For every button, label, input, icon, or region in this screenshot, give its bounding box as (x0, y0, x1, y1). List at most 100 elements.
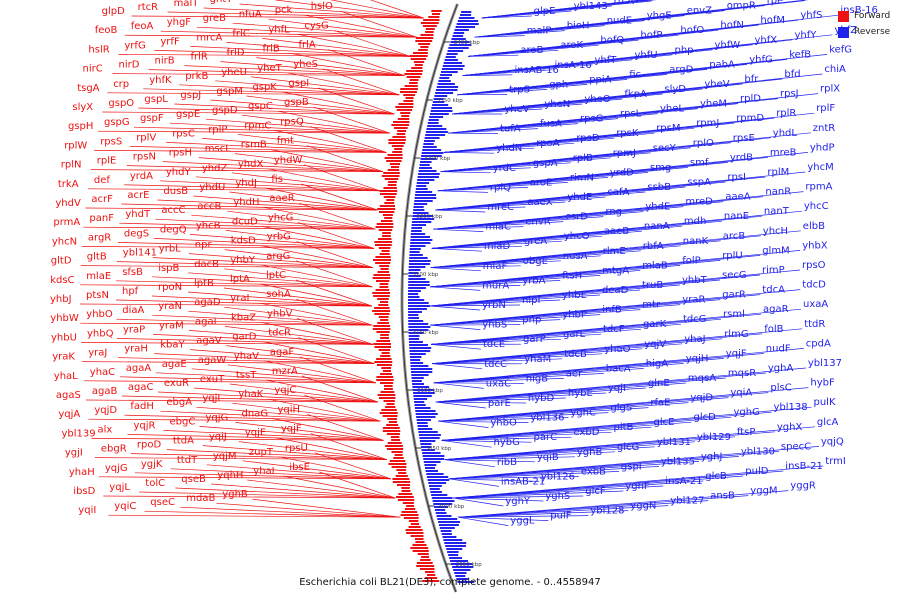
forward-gene-label: rpsU (285, 443, 308, 454)
reverse-gene-line (448, 478, 539, 482)
forward-gene-line (148, 69, 405, 76)
reverse-feature-block (450, 560, 468, 562)
forward-gene-line (304, 14, 417, 38)
reverse-gene-label: mreB (770, 147, 797, 158)
forward-feature-block (422, 580, 440, 582)
forward-gene-label: agaB (92, 386, 118, 397)
forward-feature-block (397, 499, 415, 501)
forward-gene-label: yqjI (202, 393, 220, 404)
reverse-gene-line (429, 299, 561, 307)
forward-feature-block (393, 457, 404, 459)
reverse-feature-block (408, 314, 419, 316)
reverse-gene-label: rplF (816, 103, 835, 114)
forward-gene-line (296, 241, 373, 268)
forward-gene-line (116, 280, 373, 288)
forward-gene-label: fadH (130, 401, 154, 412)
forward-feature-block (423, 19, 440, 21)
forward-gene-line (134, 472, 391, 480)
reverse-feature-block (431, 107, 452, 109)
forward-gene-line (103, 495, 396, 499)
reverse-gene-label: ybl129 (697, 432, 731, 443)
reverse-gene-line (430, 230, 801, 268)
forward-feature-block (376, 379, 394, 381)
reverse-gene-label: insAB-21 (501, 476, 545, 487)
reverse-gene-label: elbB (803, 221, 825, 232)
forward-gene-line (133, 126, 391, 134)
reverse-gene-label: rplX (820, 84, 840, 95)
reverse-gene-line (441, 440, 492, 448)
reverse-gene-label: yhcH (763, 226, 788, 237)
forward-gene-label: gspM (216, 86, 243, 97)
forward-feature-block (410, 535, 424, 537)
forward-feature-block (402, 502, 414, 504)
reverse-gene-label: ybl130 (741, 446, 775, 457)
forward-feature-block (392, 136, 406, 138)
forward-gene-label: pck (275, 5, 293, 16)
reverse-gene-label: yghJ (701, 451, 723, 462)
reverse-gene-line (429, 305, 481, 311)
reverse-feature-block (451, 38, 466, 40)
reverse-feature-block (441, 68, 463, 70)
reverse-gene-line (448, 471, 619, 480)
reverse-feature-block (429, 485, 442, 487)
reverse-gene-line (440, 167, 531, 172)
reverse-feature-block (425, 470, 438, 472)
forward-gene-line (203, 7, 424, 19)
reverse-gene-line (448, 478, 499, 487)
forward-gene-line (319, 471, 396, 499)
reverse-feature-block (439, 77, 450, 79)
forward-feature-block (372, 310, 391, 312)
reverse-gene-label: yghS (545, 491, 570, 502)
forward-feature-block (417, 553, 429, 555)
reverse-gene-label: yghF (625, 481, 650, 492)
reverse-gene-line (458, 516, 509, 526)
forward-gene-line (152, 334, 374, 345)
forward-gene-label: lptB (194, 278, 214, 289)
reverse-gene-line (430, 280, 561, 288)
reverse-feature-block (454, 29, 469, 31)
forward-gene-label: nfuA (239, 9, 262, 20)
forward-feature-block (419, 568, 435, 570)
reverse-gene-label: zntR (813, 123, 836, 134)
forward-gene-label: ebgA (166, 397, 192, 408)
forward-feature-block (378, 304, 389, 306)
reverse-gene-label: dam (807, 0, 829, 2)
forward-feature-block (403, 94, 416, 96)
forward-gene-label: yqhH (217, 470, 243, 481)
reverse-gene-label: kefG (829, 44, 852, 55)
reverse-gene-label: mtgA (602, 265, 629, 276)
forward-feature-block (386, 448, 404, 450)
forward-gene-label: yrbL (159, 244, 181, 255)
reverse-gene-label: smg (650, 162, 671, 173)
forward-feature-block (383, 400, 395, 402)
forward-feature-block (398, 472, 407, 474)
forward-gene-line (139, 491, 396, 499)
forward-gene-label: nirB (155, 56, 175, 67)
reverse-gene-label: bacA (606, 363, 631, 374)
forward-gene-label: rpoN (158, 282, 182, 293)
reverse-feature-block (450, 41, 470, 43)
forward-gene-label: yrbG (267, 232, 291, 243)
reverse-gene-label: aroK (560, 40, 583, 51)
reverse-feature-block (408, 311, 422, 313)
forward-feature-block (378, 247, 391, 249)
forward-gene-label: yraP (123, 324, 145, 335)
forward-feature-block (401, 490, 411, 492)
forward-gene-label: rplW (64, 140, 87, 151)
forward-gene-label: yghB (222, 489, 248, 500)
reverse-feature-block (410, 362, 424, 364)
reverse-gene-line (453, 495, 584, 499)
reverse-gene-line (435, 367, 806, 403)
forward-feature-block (396, 496, 414, 498)
forward-gene-label: acrE (127, 190, 149, 201)
forward-feature-block (432, 13, 440, 15)
forward-gene-label: acrF (91, 194, 113, 205)
forward-gene-label: prmA (53, 217, 80, 228)
forward-gene-line (94, 457, 387, 460)
reverse-feature-block (437, 518, 458, 520)
gene-lines-layer (79, 0, 839, 526)
forward-gene-label: hpf (122, 286, 139, 297)
forward-gene-line (160, 410, 381, 422)
forward-feature-block (425, 31, 434, 33)
forward-gene-line (241, 114, 391, 134)
